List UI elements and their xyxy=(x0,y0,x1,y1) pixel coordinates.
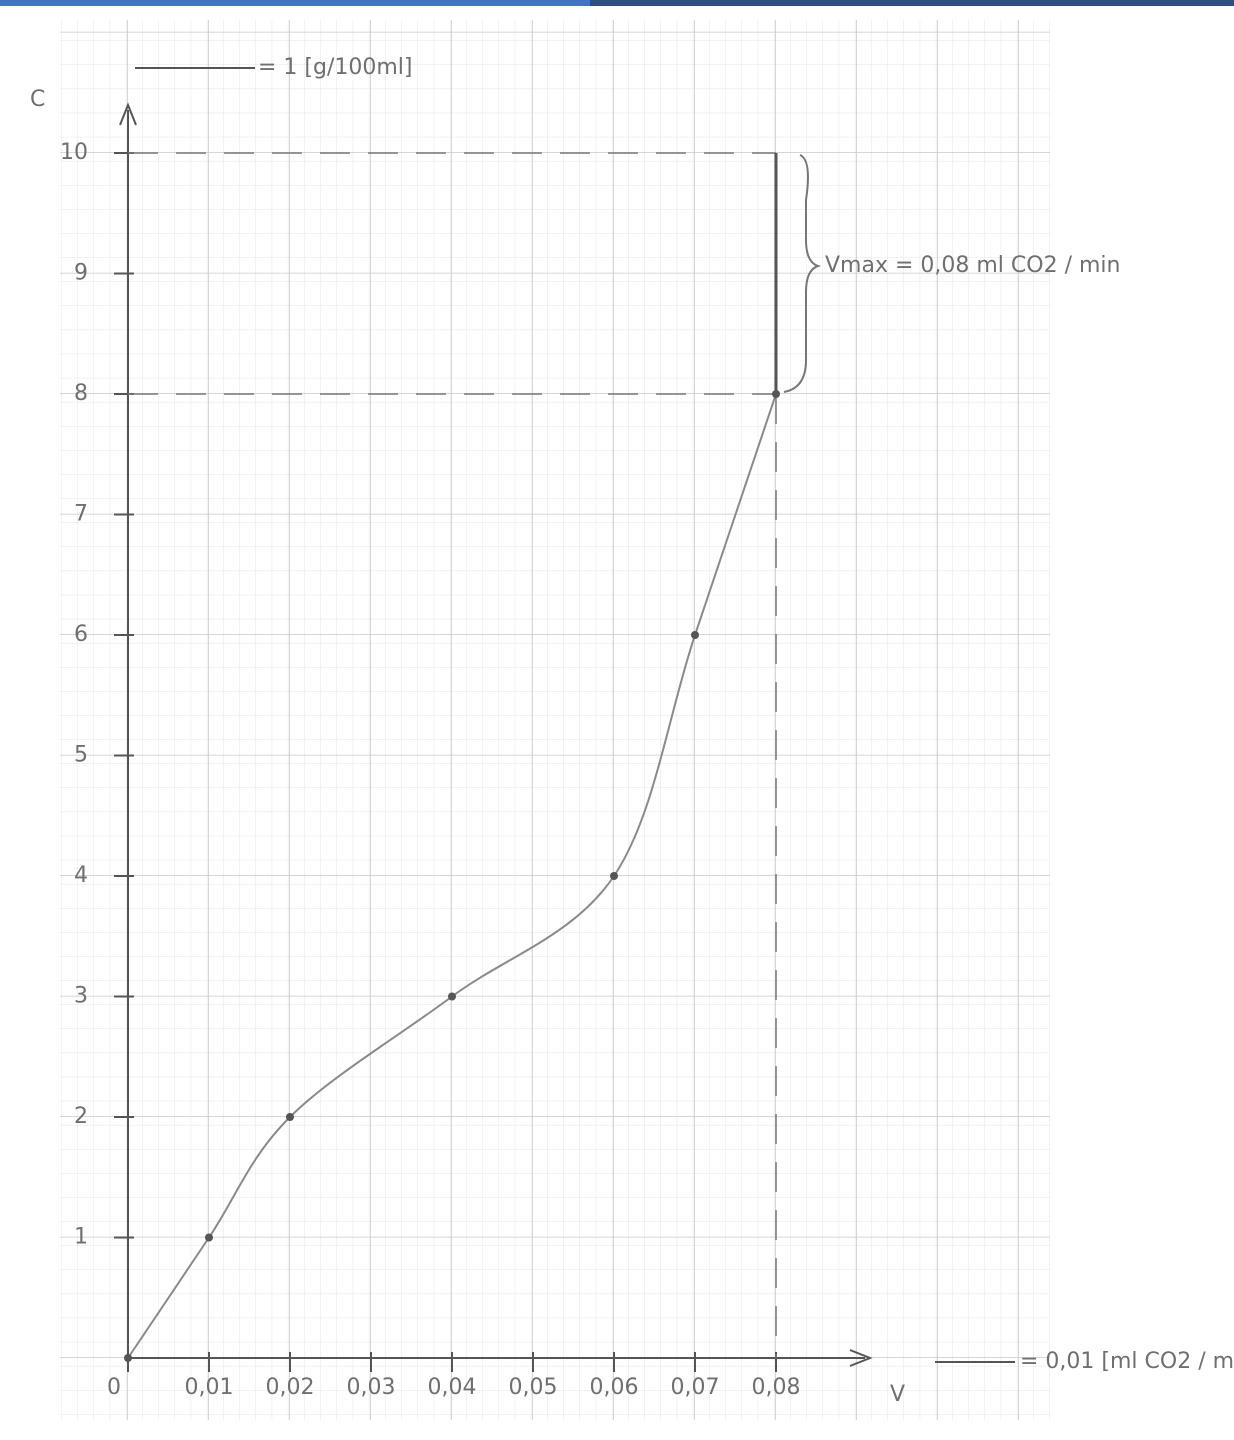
x-tick-label: 0 xyxy=(107,1375,121,1400)
x-tick-label: 0,02 xyxy=(266,1375,315,1400)
annotation: Vmax = 0,08 ml CO2 / min xyxy=(825,253,1120,278)
y-tick-label: 3 xyxy=(74,984,88,1009)
data-point xyxy=(124,1354,132,1362)
x-tick-label: 0,08 xyxy=(752,1375,801,1400)
y-tick-label: 6 xyxy=(74,622,88,647)
brace xyxy=(783,154,822,393)
y-tick-label: 9 xyxy=(74,261,88,286)
y-scale-note: = 1 [g/100ml] xyxy=(258,55,413,80)
y-tick-label: 5 xyxy=(74,743,88,768)
data-point xyxy=(691,631,699,639)
data-point xyxy=(610,872,618,880)
y-tick-label: 4 xyxy=(74,863,88,888)
y-tick-label: 2 xyxy=(74,1104,88,1129)
top-bar xyxy=(590,0,1234,6)
y-tick-label: 7 xyxy=(74,502,88,527)
x-axis-label: V xyxy=(890,1382,905,1407)
x-tick-label: 0,05 xyxy=(509,1375,558,1400)
reference-line xyxy=(128,152,777,1358)
top-bar xyxy=(0,0,590,6)
x-tick-label: 0,07 xyxy=(671,1375,720,1400)
data-point xyxy=(205,1233,213,1242)
x-tick-label: 0,03 xyxy=(347,1375,396,1400)
axes xyxy=(119,102,873,1367)
x-tick-label: 0,06 xyxy=(590,1375,639,1400)
x-scale-note: = 0,01 [ml CO2 / min] xyxy=(1020,1349,1234,1374)
data-point xyxy=(448,992,456,1001)
x-tick-label: 0,01 xyxy=(185,1375,234,1400)
y-axis-label: C xyxy=(30,87,45,112)
graph-paper xyxy=(60,20,1050,1420)
y-tick-label: 1 xyxy=(74,1225,88,1250)
y-tick-label: 8 xyxy=(74,381,88,406)
x-tick-label: 0,04 xyxy=(428,1375,477,1400)
data-point xyxy=(772,390,780,398)
y-tick-label: 10 xyxy=(60,140,88,165)
data-point xyxy=(286,1113,294,1121)
